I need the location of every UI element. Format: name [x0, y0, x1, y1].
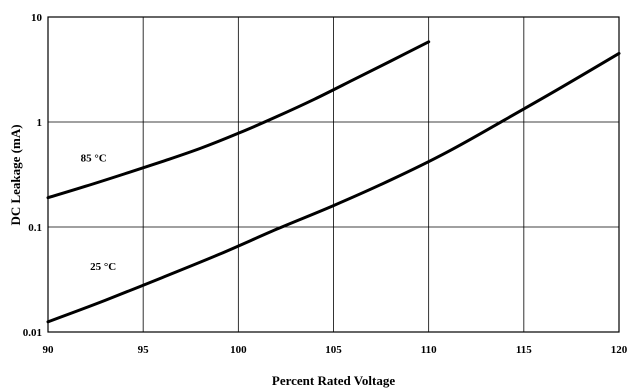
x-tick-label: 110	[421, 344, 437, 356]
y-tick-labels: 0.01 0.1 1 10	[23, 12, 43, 339]
series-label-1: 25 °C	[90, 261, 116, 273]
series-curves	[46, 40, 621, 324]
x-tick-label: 95	[138, 344, 150, 356]
y-tick-label: 0.01	[23, 327, 42, 339]
series-curve-0	[46, 40, 431, 200]
x-tick-labels: 90 95 100 105 110 115 120	[43, 344, 628, 356]
x-tick-label: 115	[516, 344, 532, 356]
series-labels: 85 °C 25 °C	[81, 153, 117, 273]
x-tick-label: 90	[43, 344, 55, 356]
grid	[48, 17, 619, 332]
series-label-0: 85 °C	[81, 153, 107, 165]
y-tick-label: 10	[31, 12, 43, 24]
x-tick-label: 100	[230, 344, 247, 356]
series-curve-1	[46, 51, 621, 324]
x-tick-label: 105	[325, 344, 342, 356]
y-axis-title: DC Leakage (mA)	[8, 124, 23, 225]
x-axis-title: Percent Rated Voltage	[272, 373, 395, 388]
x-tick-label: 120	[611, 344, 628, 356]
y-tick-label: 1	[37, 117, 43, 129]
plot-frame	[47, 16, 620, 333]
y-tick-label: 0.1	[28, 222, 42, 234]
